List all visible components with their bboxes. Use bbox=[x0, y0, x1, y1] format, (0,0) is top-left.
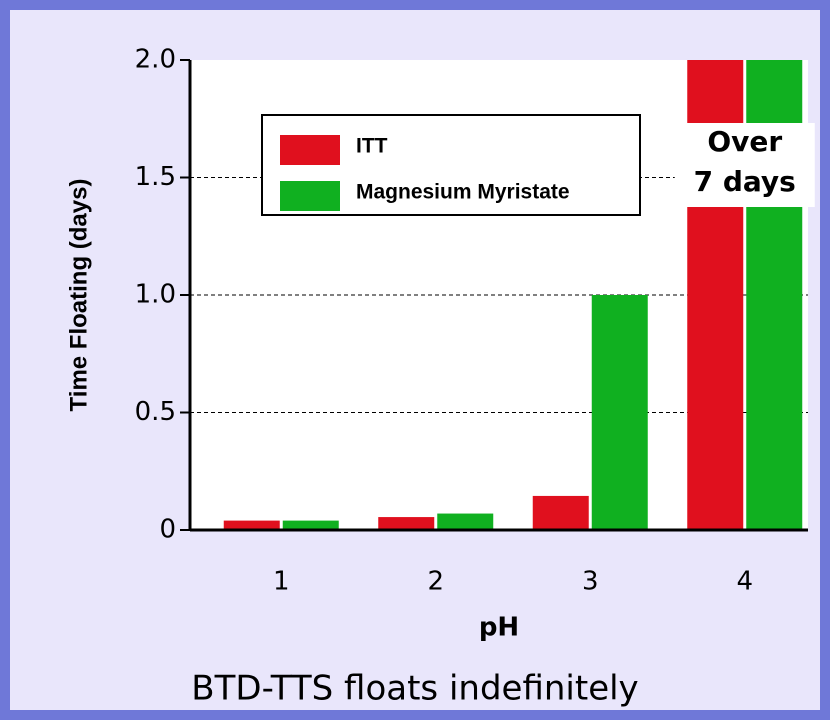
y-tick-label: 0.5 bbox=[135, 397, 176, 427]
y-tick-label: 1.5 bbox=[135, 162, 176, 192]
x-axis-label: pH bbox=[479, 613, 519, 643]
legend-label: Magnesium Myristate bbox=[356, 181, 570, 204]
x-tick-label: 4 bbox=[736, 567, 753, 597]
legend-swatch bbox=[280, 181, 340, 211]
bar bbox=[591, 295, 648, 530]
annotation: Over bbox=[707, 125, 782, 158]
bar bbox=[532, 495, 589, 530]
y-tick-label: 1.0 bbox=[135, 280, 176, 310]
bar bbox=[282, 520, 339, 530]
legend-swatch bbox=[280, 135, 340, 165]
y-axis-label: Time Floating (days) bbox=[65, 179, 92, 412]
x-tick-label: 3 bbox=[582, 567, 599, 597]
bar bbox=[437, 513, 494, 530]
annotation-box bbox=[674, 123, 815, 207]
legend-label: ITT bbox=[356, 135, 388, 158]
y-tick-label: 2.0 bbox=[135, 45, 176, 75]
bar bbox=[378, 517, 435, 530]
annotation: 7 days bbox=[694, 165, 796, 198]
x-tick-label: 2 bbox=[427, 567, 444, 597]
y-tick-label: 0 bbox=[159, 515, 176, 545]
caption: BTD-TTS floats indefinitely bbox=[191, 669, 638, 709]
bar bbox=[223, 520, 280, 530]
x-tick-label: 1 bbox=[273, 567, 290, 597]
